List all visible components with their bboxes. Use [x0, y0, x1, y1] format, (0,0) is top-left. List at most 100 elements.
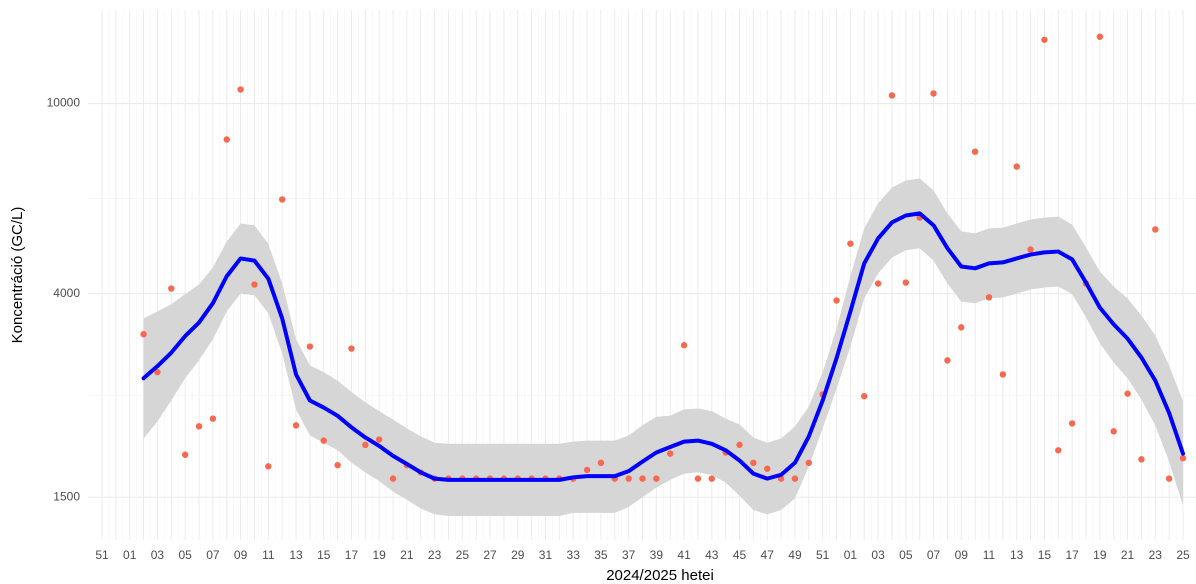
x-tick-label: 11 [983, 548, 996, 562]
data-point [1138, 456, 1145, 463]
data-point [265, 463, 272, 470]
x-tick-label: 15 [1038, 548, 1052, 562]
x-tick-label: 47 [761, 548, 775, 562]
x-tick-label: 17 [1065, 548, 1079, 562]
marks [140, 33, 1187, 516]
data-point [1027, 246, 1034, 253]
data-point [680, 342, 688, 349]
data-point [597, 459, 605, 467]
x-tick-label: 09 [955, 548, 969, 562]
x-tick-label: 21 [400, 548, 414, 562]
data-point [278, 196, 286, 203]
x-tick-label: 07 [927, 548, 941, 562]
data-point [861, 393, 868, 400]
x-tick-label: 17 [345, 548, 359, 562]
data-point [639, 475, 646, 482]
data-point [653, 475, 660, 482]
y-axis-title: Koncentráció (GC/L) [9, 207, 26, 344]
x-tick-label: 19 [1093, 548, 1107, 562]
x-tick-label: 49 [788, 548, 802, 562]
x-tick-label: 51 [95, 548, 109, 562]
data-point [985, 294, 993, 301]
y-tick-label: 1500 [53, 489, 80, 503]
data-point [999, 371, 1007, 378]
x-tick-label: 51 [816, 548, 830, 562]
x-tick-label: 41 [677, 548, 691, 562]
grid [88, 10, 1196, 540]
data-point [1124, 390, 1131, 397]
x-tick-label: 37 [622, 548, 636, 562]
data-point [833, 297, 840, 304]
smooth-line [141, 211, 1185, 482]
data-point [362, 441, 369, 449]
y-tick-label: 10000 [47, 96, 81, 110]
data-point [306, 343, 314, 350]
data-point [764, 465, 771, 472]
data-point [1013, 163, 1020, 170]
data-point [168, 285, 175, 292]
data-point [750, 459, 757, 467]
data-point [1179, 454, 1187, 462]
x-tick-label: 03 [151, 548, 165, 562]
x-tick-label: 35 [594, 548, 608, 562]
data-point [583, 466, 591, 474]
x-tick-label: 09 [234, 548, 248, 562]
x-tick-label: 05 [178, 548, 192, 562]
x-tick-label: 07 [206, 548, 220, 562]
x-tick-label: 15 [317, 548, 331, 562]
data-point [1110, 428, 1117, 435]
x-tick-label: 01 [123, 548, 137, 562]
data-point [667, 450, 674, 457]
data-point [805, 459, 813, 467]
data-point [334, 461, 341, 469]
data-point [209, 415, 217, 422]
data-point [971, 148, 979, 155]
x-tick-label: 13 [1010, 548, 1024, 562]
x-tick-label: 31 [539, 548, 553, 562]
data-point [348, 345, 355, 352]
data-point [708, 475, 715, 482]
x-tick-label: 43 [705, 548, 719, 562]
x-axis-title: 2024/2025 hetei [606, 567, 714, 584]
x-tick-label: 25 [1176, 548, 1190, 562]
data-point [181, 451, 189, 458]
data-point [694, 475, 702, 482]
x-tick-label: 29 [511, 548, 525, 562]
data-point [195, 423, 203, 430]
data-point [847, 240, 854, 247]
x-tick-label: 05 [899, 548, 913, 562]
data-point [140, 331, 147, 338]
data-point [1152, 226, 1159, 233]
data-point [736, 441, 743, 449]
data-point [375, 436, 383, 443]
data-point [958, 324, 965, 331]
x-tick-label: 03 [871, 548, 885, 562]
x-tick-label: 25 [456, 548, 470, 562]
data-point [1096, 33, 1104, 40]
data-point [292, 422, 300, 429]
data-point [1165, 475, 1173, 482]
data-point [930, 90, 937, 97]
data-point [320, 437, 327, 444]
x-tick-label: 39 [650, 548, 664, 562]
x-tick-label: 11 [262, 548, 275, 562]
data-point [791, 475, 799, 482]
data-point [874, 280, 882, 287]
x-tick-label: 45 [733, 548, 747, 562]
x-tick-label: 33 [567, 548, 581, 562]
data-point [223, 136, 230, 143]
data-point [389, 475, 397, 482]
data-point [251, 281, 258, 288]
y-tick-label: 4000 [53, 286, 80, 300]
confidence-band [143, 178, 1184, 516]
data-point [237, 86, 244, 93]
data-point [1068, 420, 1076, 427]
x-tick-label: 19 [372, 548, 386, 562]
x-tick-label: 13 [289, 548, 303, 562]
data-point [1055, 447, 1062, 454]
x-tick-label: 27 [483, 548, 497, 562]
x-tick-label: 21 [1121, 548, 1135, 562]
data-point [902, 279, 910, 286]
